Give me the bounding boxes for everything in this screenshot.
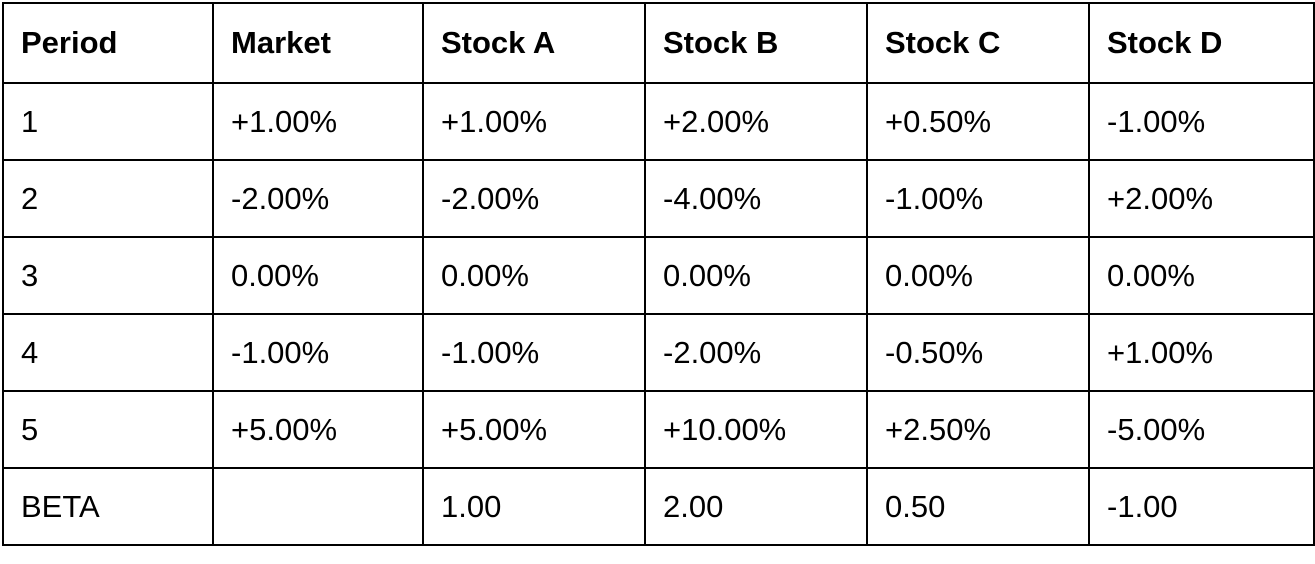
table-cell: 3 [2,236,214,315]
table-cell: +1.00% [212,82,424,161]
table-cell: -1.00 [1088,467,1315,546]
table-cell: +0.50% [866,82,1090,161]
table-cell: 5 [2,390,214,469]
table-header: Period Market Stock A Stock B Stock C Stock D [2,2,1315,84]
table-cell: -1.00% [866,159,1090,238]
table-row: 2 -2.00% -2.00% -4.00% -1.00% +2.00% [2,159,1315,238]
header-cell: Stock D [1088,2,1315,84]
table-row: 1 +1.00% +1.00% +2.00% +0.50% -1.00% [2,82,1315,161]
table-cell: +2.50% [866,390,1090,469]
table-cell: -5.00% [1088,390,1315,469]
table-cell: 0.00% [1088,236,1315,315]
table-cell: +2.00% [1088,159,1315,238]
table-cell: -1.00% [422,313,646,392]
header-cell: Market [212,2,424,84]
table-cell: 0.00% [644,236,868,315]
returns-table: Period Market Stock A Stock B Stock C Stock D… [2,2,1315,546]
table-cell: 2 [2,159,214,238]
table-cell: 1.00 [422,467,646,546]
table-cell: 0.00% [212,236,424,315]
table-row: 4 -1.00% -1.00% -2.00% -0.50% +1.00% [2,313,1315,392]
table-cell: -0.50% [866,313,1090,392]
table-cell: 0.00% [422,236,646,315]
table-row: BETA 1.00 2.00 0.50 -1.00 [2,467,1315,546]
table-cell: -2.00% [422,159,646,238]
table-cell: +5.00% [422,390,646,469]
header-row: Period Market Stock A Stock B Stock C Stock D [2,2,1315,84]
header-cell: Stock C [866,2,1090,84]
table-cell: -2.00% [212,159,424,238]
table-cell: 0.50 [866,467,1090,546]
table-cell: +10.00% [644,390,868,469]
table-cell: -2.00% [644,313,868,392]
table-cell: +5.00% [212,390,424,469]
table-cell: +2.00% [644,82,868,161]
header-cell: Stock A [422,2,646,84]
table-cell: +1.00% [422,82,646,161]
table-cell: 4 [2,313,214,392]
table-cell: -4.00% [644,159,868,238]
table-row: 5 +5.00% +5.00% +10.00% +2.50% -5.00% [2,390,1315,469]
table-row: 3 0.00% 0.00% 0.00% 0.00% 0.00% [2,236,1315,315]
table-cell: +1.00% [1088,313,1315,392]
header-cell: Period [2,2,214,84]
table-cell: 2.00 [644,467,868,546]
header-cell: Stock B [644,2,868,84]
table-cell: 0.00% [866,236,1090,315]
table-cell [212,467,424,546]
table-cell: -1.00% [1088,82,1315,161]
table-cell: -1.00% [212,313,424,392]
table-cell: BETA [2,467,214,546]
table-cell: 1 [2,82,214,161]
table-body: 1 +1.00% +1.00% +2.00% +0.50% -1.00% 2 -2.00% -2… [2,82,1315,546]
